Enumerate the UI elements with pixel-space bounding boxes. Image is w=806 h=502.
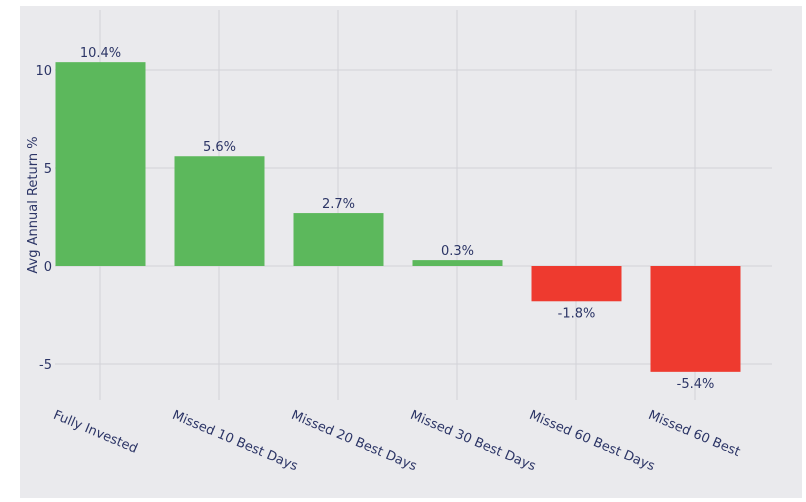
data-label: 0.3%	[441, 244, 474, 259]
bar	[55, 62, 146, 266]
y-tick-labels: 10 5 0 -5	[35, 64, 52, 373]
data-label: 10.4%	[80, 46, 121, 61]
y-tick-label: 5	[44, 162, 52, 177]
y-tick-label: 10	[35, 64, 52, 79]
bar	[412, 260, 503, 266]
bars	[55, 62, 741, 372]
bar	[293, 213, 384, 266]
data-label: -1.8%	[558, 306, 596, 321]
plot-background	[20, 6, 802, 498]
bar	[650, 266, 741, 372]
bar	[174, 156, 265, 266]
data-label: -5.4%	[677, 377, 715, 392]
data-label: 2.7%	[322, 197, 355, 212]
data-label: 5.6%	[203, 140, 236, 155]
bar	[531, 266, 622, 302]
y-axis-label: Avg Annual Return %	[26, 136, 41, 273]
y-tick-label: -5	[39, 358, 52, 373]
data-labels: 10.4% 5.6% 2.7% 0.3% -1.8% -5.4%	[80, 46, 715, 392]
y-tick-label: 0	[44, 260, 52, 275]
